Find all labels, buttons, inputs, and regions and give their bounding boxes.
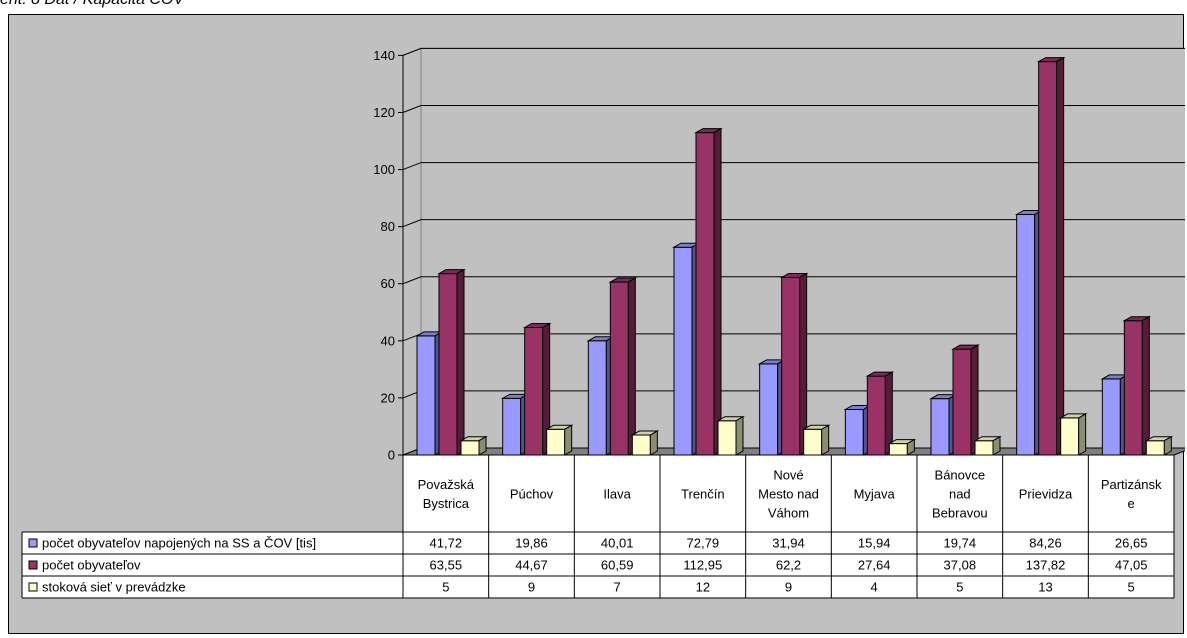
data-label: 63,55 xyxy=(430,558,463,573)
data-label: 13 xyxy=(1038,580,1052,595)
bar xyxy=(757,358,787,456)
series-name: počet obyvateľov napojených na SS a ČOV … xyxy=(42,536,316,551)
bar xyxy=(1144,435,1174,456)
x-tick-label: Ilava xyxy=(603,487,631,502)
data-label: 37,08 xyxy=(944,558,977,573)
data-label: 27,64 xyxy=(858,558,891,573)
x-tick-label: Nové Mesto nad Váhom xyxy=(758,468,819,521)
legend-swatch xyxy=(28,538,38,548)
data-label: 5 xyxy=(442,580,449,595)
bar xyxy=(437,268,466,456)
legend-swatch xyxy=(28,560,38,570)
y-tick-label: 60 xyxy=(381,276,395,291)
data-label: 47,05 xyxy=(1115,558,1148,573)
data-table: Považská Bystrica Púchov Ilava Trenčín Nové Me… xyxy=(21,454,1175,599)
data-label: 15,94 xyxy=(858,536,891,551)
y-tick-label: 80 xyxy=(381,219,395,234)
bar xyxy=(1058,413,1088,456)
x-tick-label: Bánovce nad Bebravou xyxy=(932,468,988,521)
data-label: 5 xyxy=(956,580,963,595)
gridline xyxy=(402,276,1185,285)
bar xyxy=(1014,209,1044,456)
gridline xyxy=(402,219,1185,228)
data-label: 72,79 xyxy=(687,536,720,551)
x-tick-label: Považská Bystrica xyxy=(418,477,475,511)
y-tick-label: 140 xyxy=(373,48,395,63)
gridline xyxy=(402,104,1185,113)
data-label: 112,95 xyxy=(683,558,722,573)
legend-swatch xyxy=(28,582,38,592)
bar xyxy=(973,435,1002,456)
x-tick-label: Púchov xyxy=(510,487,554,502)
bar xyxy=(630,430,660,456)
bar xyxy=(1100,374,1130,456)
data-label: 5 xyxy=(1128,580,1135,595)
bar xyxy=(694,127,723,456)
bar xyxy=(672,242,701,456)
data-label: 84,26 xyxy=(1029,536,1062,551)
data-label: 19,86 xyxy=(515,536,548,551)
y-tick-label: 0 xyxy=(388,448,395,463)
bar xyxy=(522,322,552,456)
data-label: 4 xyxy=(871,580,878,595)
y-tick-label: 20 xyxy=(381,390,395,405)
chart-caption: ent. 8 Dat / Kapacita ČOV xyxy=(0,0,184,9)
bar xyxy=(1036,56,1066,456)
bar xyxy=(1122,315,1152,456)
x-tick-label: Myjava xyxy=(854,487,896,502)
bar xyxy=(586,335,616,456)
bar xyxy=(929,393,958,456)
bar xyxy=(608,277,638,456)
x-tick-label: Trenčín xyxy=(681,487,725,502)
y-tick-label: 40 xyxy=(381,333,395,348)
series-name: počet obyvateľov xyxy=(42,558,141,573)
bar xyxy=(459,435,488,456)
bar xyxy=(779,272,809,456)
x-tick-label: Prievidza xyxy=(1019,487,1073,502)
data-label: 44,67 xyxy=(515,558,548,573)
data-label: 41,72 xyxy=(430,536,463,551)
bar xyxy=(415,331,444,456)
bar xyxy=(887,438,917,456)
gridline xyxy=(402,162,1185,171)
bar xyxy=(544,424,574,456)
data-label: 7 xyxy=(614,580,621,595)
data-label: 19,74 xyxy=(944,536,977,551)
series-name: stoková sieť v prevádzke xyxy=(42,580,186,595)
data-label: 9 xyxy=(528,580,535,595)
data-label: 9 xyxy=(785,580,792,595)
bar xyxy=(801,424,831,456)
bar xyxy=(500,393,530,456)
data-label: 31,94 xyxy=(772,536,805,551)
bar xyxy=(716,415,745,456)
data-label: 60,59 xyxy=(601,558,634,573)
bar xyxy=(951,344,980,456)
data-label: 12 xyxy=(696,580,710,595)
y-tick-label: 120 xyxy=(373,105,395,120)
chart-area: 0 20 40 60 80 100 120 140 Považská Bystrica Púcho… xyxy=(8,14,1185,634)
y-tick-label: 100 xyxy=(373,162,395,177)
chart-plot: 0 20 40 60 80 100 120 140 Považská Bystrica Púcho… xyxy=(21,47,1185,599)
data-label: 40,01 xyxy=(601,536,634,551)
data-label: 137,82 xyxy=(1026,558,1066,573)
data-label: 26,65 xyxy=(1115,536,1148,551)
bar xyxy=(865,371,895,456)
x-tick-label: Partizánsk e xyxy=(1101,477,1162,511)
data-label: 62,2 xyxy=(776,558,801,573)
bar xyxy=(843,404,873,456)
gridline xyxy=(402,47,1185,56)
